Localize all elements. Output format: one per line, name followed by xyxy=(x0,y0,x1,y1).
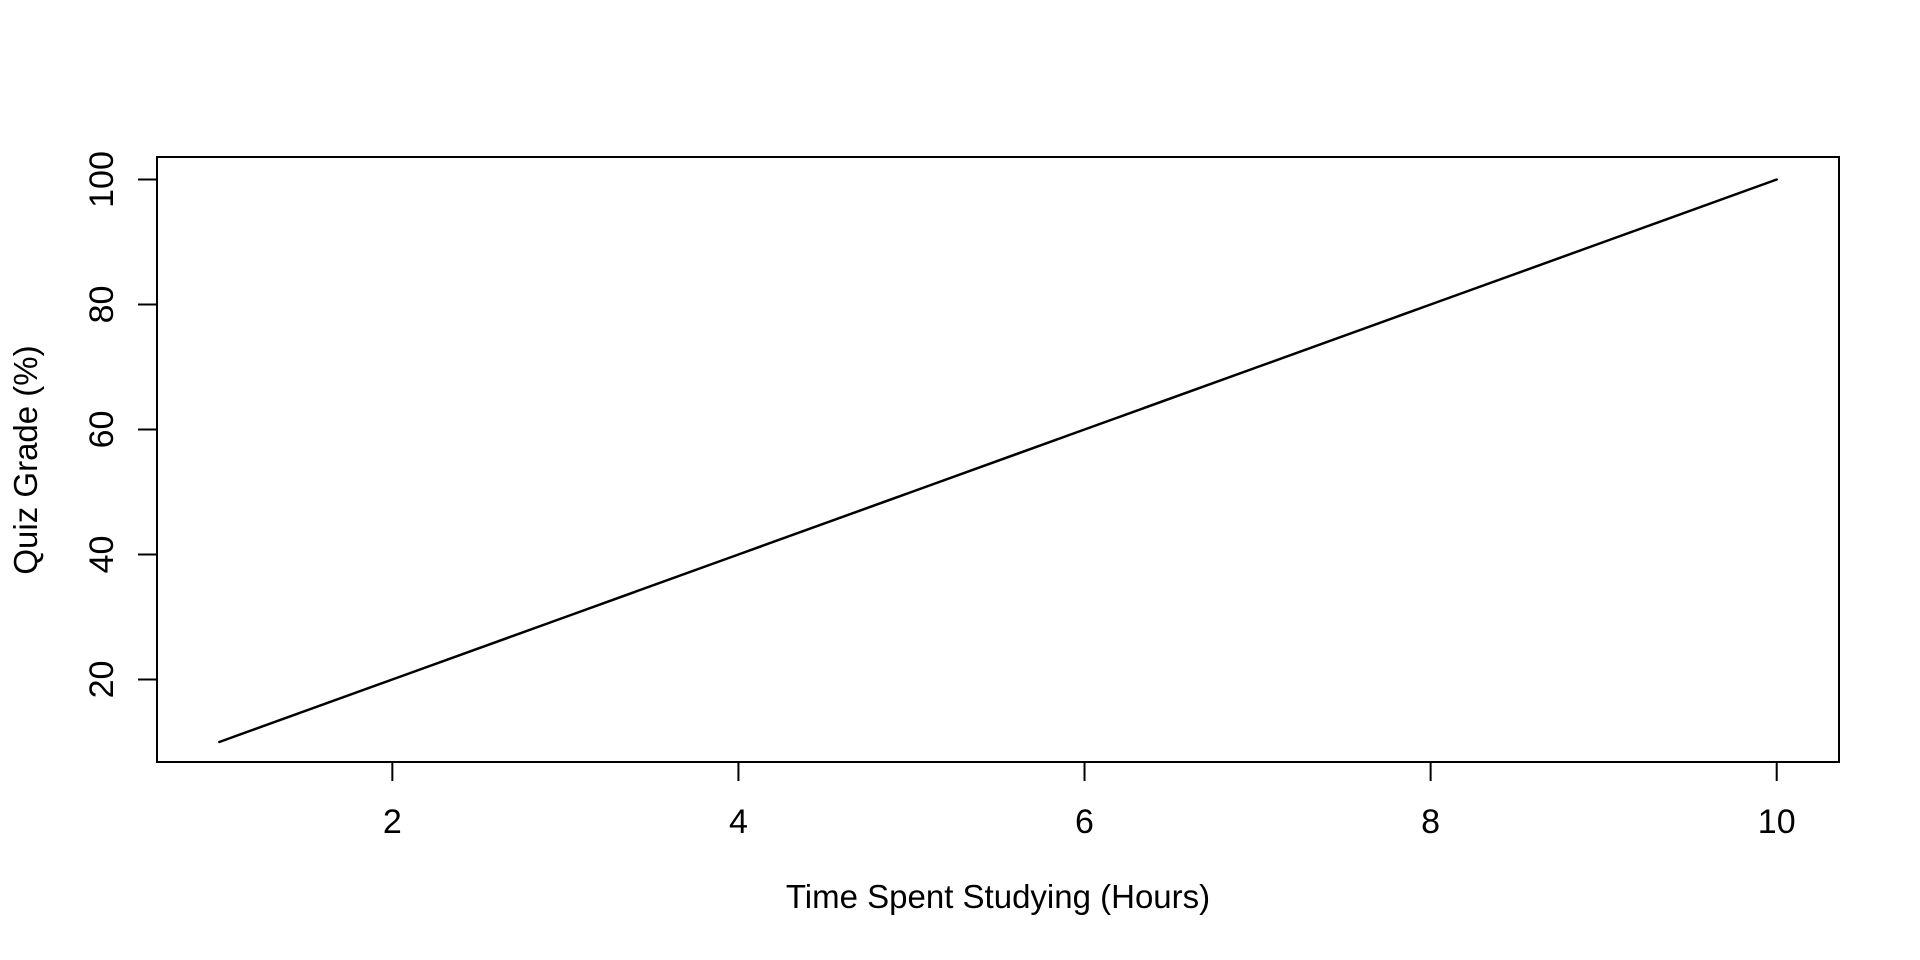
x-axis-tick-labels: 2 4 6 8 10 xyxy=(383,803,1796,841)
y-tick-label: 20 xyxy=(83,661,121,699)
x-axis-title: Time Spent Studying (Hours) xyxy=(786,878,1210,915)
x-tick-label: 8 xyxy=(1421,803,1440,841)
x-tick-label: 6 xyxy=(1075,803,1094,841)
y-axis-tick-labels: 20 40 60 80 100 xyxy=(83,151,121,698)
y-tick-label: 40 xyxy=(83,536,121,574)
data-line xyxy=(218,178,1778,744)
x-tick-label: 10 xyxy=(1758,803,1796,841)
plot-box xyxy=(156,156,1840,763)
x-tick-label: 2 xyxy=(383,803,402,841)
y-axis-ticks xyxy=(138,178,157,681)
y-tick-label: 60 xyxy=(83,411,121,449)
y-tick-label: 100 xyxy=(83,151,121,208)
x-tick-label: 4 xyxy=(729,803,748,841)
y-tick-label: 80 xyxy=(83,286,121,324)
y-axis-title: Quiz Grade (%) xyxy=(7,345,44,574)
x-axis-ticks xyxy=(391,762,1778,781)
